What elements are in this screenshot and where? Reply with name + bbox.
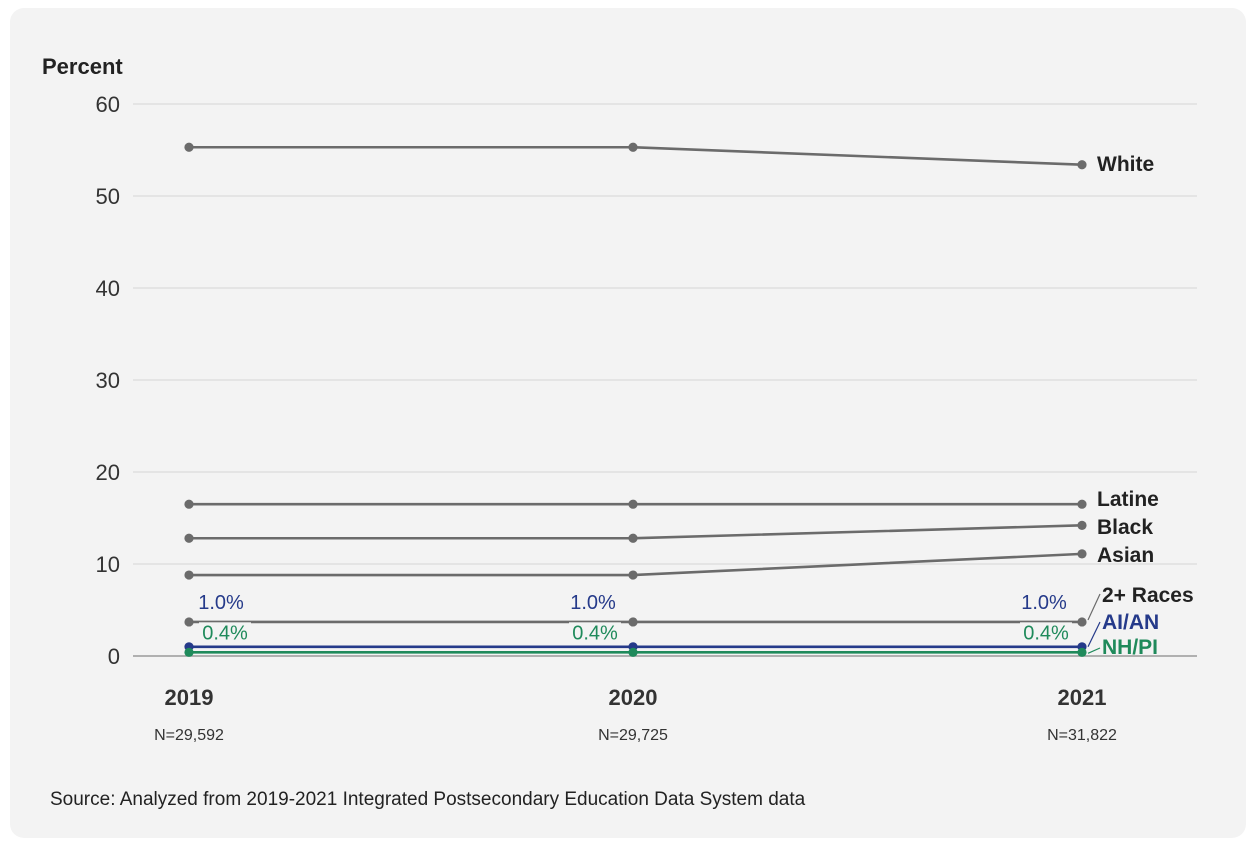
data-point-asian-2019	[184, 570, 194, 580]
data-point-nh-pi-2020	[628, 647, 638, 657]
data-point-white-2019	[184, 142, 194, 152]
data-point-latine-2020	[628, 499, 638, 509]
y-axis-title: Percent	[42, 54, 123, 79]
data-label-bg-nh-pi-2019	[199, 622, 251, 645]
series-label-white: White	[1097, 153, 1154, 176]
data-label-ai-an-2020: 1.0%	[570, 592, 616, 614]
data-label-ai-an-2019: 1.0%	[198, 592, 244, 614]
x-tick-label-2021: 2021	[1058, 685, 1107, 710]
series-label-black: Black	[1097, 516, 1153, 539]
data-label-ai-an-2021: 1.0%	[1021, 592, 1067, 614]
data-label-nh-pi-2020: 0.4%	[572, 622, 618, 644]
y-tick-label-0: 0	[108, 644, 120, 669]
data-label-bg-nh-pi-2021	[1020, 622, 1072, 645]
y-tick-label-60: 60	[96, 92, 120, 117]
data-point-nh-pi-2021	[1077, 647, 1087, 657]
x-tick-label-2019: 2019	[165, 685, 214, 710]
y-tick-label-20: 20	[96, 460, 120, 485]
series-label-asian: Asian	[1097, 544, 1154, 567]
y-tick-label-50: 50	[96, 184, 120, 209]
series-label-2-races: 2+ Races	[1102, 584, 1194, 607]
data-label-bg-ai-an-2019	[195, 591, 247, 614]
data-point-2-races-2020	[628, 617, 638, 627]
data-point-nh-pi-2019	[184, 647, 194, 657]
x-sample-size-2019: N=29,592	[154, 727, 224, 744]
series-label-latine: Latine	[1097, 488, 1159, 511]
data-point-asian-2020	[628, 570, 638, 580]
data-point-latine-2021	[1077, 499, 1087, 509]
data-point-asian-2021	[1077, 549, 1087, 559]
y-tick-label-10: 10	[96, 552, 120, 577]
x-tick-label-2020: 2020	[609, 685, 658, 710]
data-point-white-2020	[628, 142, 638, 152]
data-point-black-2020	[628, 533, 638, 543]
data-point-black-2021	[1077, 520, 1087, 530]
data-label-bg-ai-an-2020	[567, 591, 619, 614]
data-label-bg-nh-pi-2020	[569, 622, 621, 645]
data-label-nh-pi-2021: 0.4%	[1023, 622, 1069, 644]
data-point-latine-2019	[184, 499, 194, 509]
leader-line-ai-an	[1087, 621, 1101, 648]
data-point-2-races-2021	[1077, 617, 1087, 627]
y-tick-label-30: 30	[96, 368, 120, 393]
data-label-bg-ai-an-2021	[1018, 591, 1070, 614]
leader-line-nh-pi	[1087, 647, 1101, 654]
leader-line-2-races	[1087, 593, 1101, 621]
x-sample-size-2020: N=29,725	[598, 727, 668, 744]
data-point-white-2021	[1077, 160, 1087, 170]
data-point-black-2019	[184, 533, 194, 543]
data-point-2-races-2019	[184, 617, 194, 627]
y-tick-label-40: 40	[96, 276, 120, 301]
x-sample-size-2021: N=31,822	[1047, 727, 1117, 744]
series-label-ai-an: AI/AN	[1102, 611, 1159, 634]
source-note: Source: Analyzed from 2019-2021 Integrat…	[50, 789, 806, 810]
series-label-nh-pi: NH/PI	[1102, 636, 1158, 659]
data-label-nh-pi-2019: 0.4%	[202, 622, 248, 644]
